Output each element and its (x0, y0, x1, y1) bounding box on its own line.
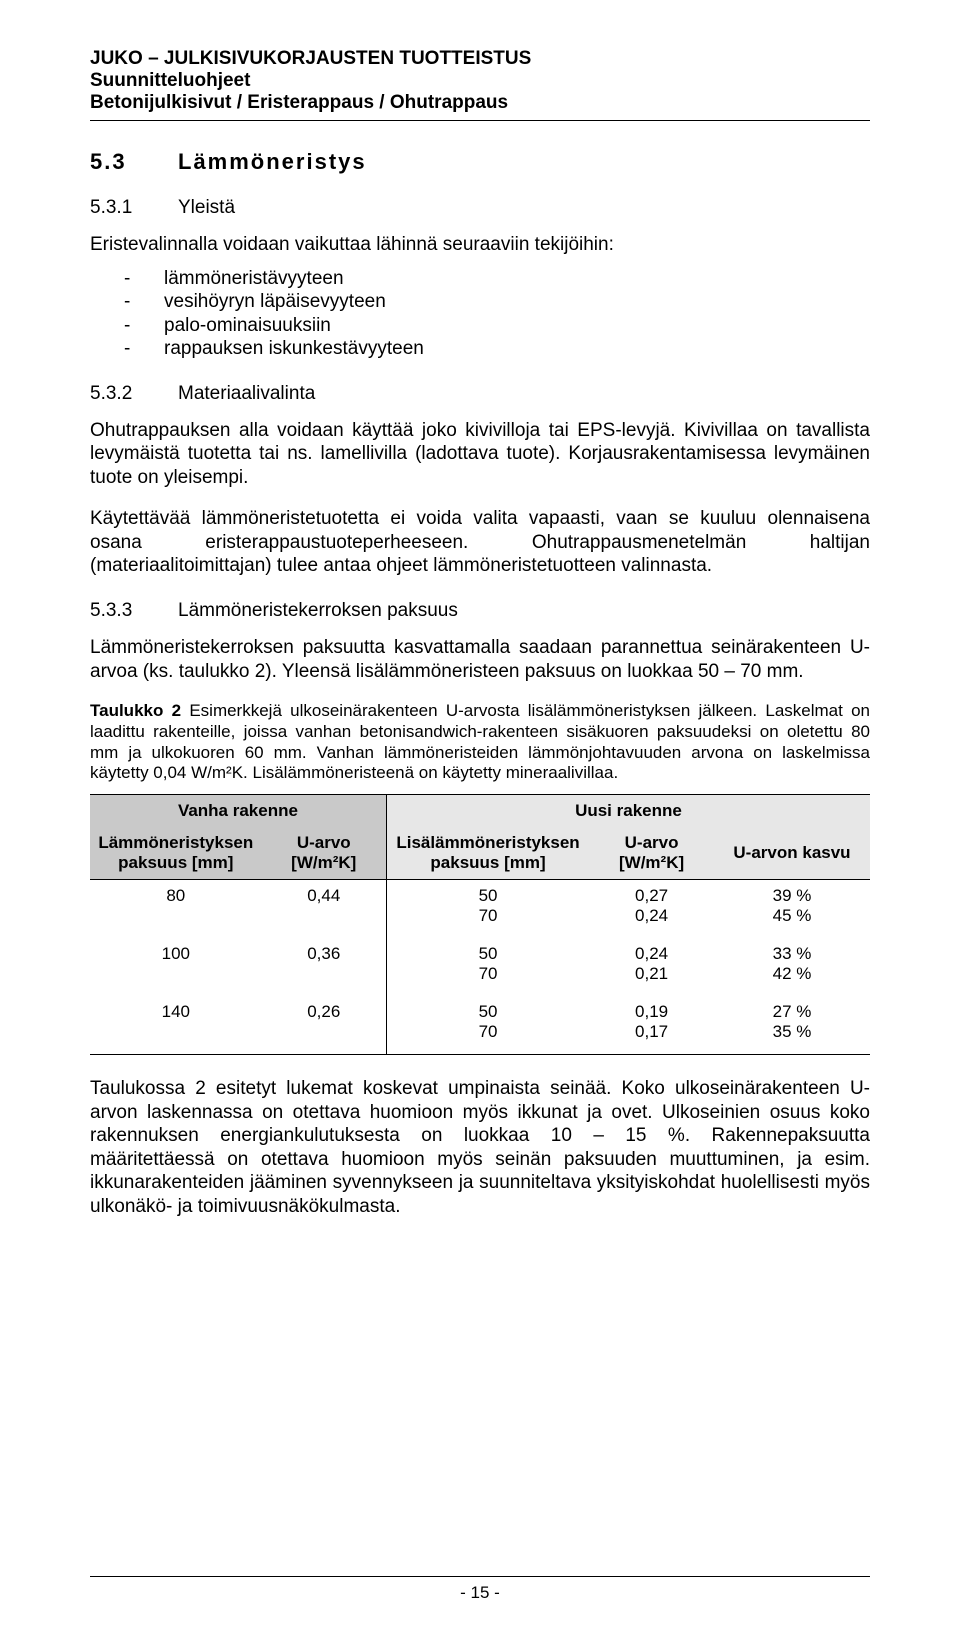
cell: 0,26 (262, 996, 387, 1022)
cell: 0,27 (589, 880, 714, 907)
document-header: JUKO – JULKISIVUKORJAUSTEN TUOTTEISTUS S… (90, 48, 870, 114)
cell: 27 % (714, 996, 870, 1022)
header-rule (90, 120, 870, 121)
subsection-3-number: 5.3.3 (90, 600, 178, 622)
footer-rule (90, 1576, 870, 1577)
table-column-header-row: Lämmöneristyksen paksuus [mm] U-arvo [W/… (90, 827, 870, 880)
list-item: vesihöyryn läpäisevyyteen (144, 290, 870, 314)
cell: 33 % (714, 938, 870, 964)
table-caption-lead: Taulukko 2 (90, 701, 181, 720)
header-line-1: JUKO – JULKISIVUKORJAUSTEN TUOTTEISTUS (90, 48, 870, 70)
list-item: lämmöneristävyyteen (144, 267, 870, 291)
cell: 0,36 (262, 938, 387, 964)
table-row: 70 0,24 45 % (90, 906, 870, 938)
cell: 0,24 (589, 938, 714, 964)
subsection-2-title: Materiaalivalinta (178, 383, 315, 405)
sub3-paragraph-1: Lämmöneristekerroksen paksuutta kasvatta… (90, 636, 870, 683)
cell: 0,44 (262, 880, 387, 907)
list-item: palo-ominaisuuksiin (144, 314, 870, 338)
section-title: Lämmöneristys (178, 149, 367, 175)
group-header-old: Vanha rakenne (90, 795, 386, 828)
cell: 0,24 (589, 906, 714, 938)
subsection-2-heading: 5.3.2 Materiaalivalinta (90, 383, 870, 405)
cell: 39 % (714, 880, 870, 907)
section-heading: 5.3 Lämmöneristys (90, 149, 870, 175)
sub2-paragraph-1: Ohutrappauksen alla voidaan käyttää joko… (90, 419, 870, 490)
cell: 70 (386, 1022, 589, 1055)
col-header-5: U-arvon kasvu (714, 827, 870, 880)
subsection-1-title: Yleistä (178, 197, 235, 219)
list-item: rappauksen iskunkestävyyteen (144, 337, 870, 361)
page: JUKO – JULKISIVUKORJAUSTEN TUOTTEISTUS S… (0, 0, 960, 1641)
cell (262, 964, 387, 996)
cell (90, 1022, 262, 1055)
cell: 70 (386, 906, 589, 938)
table-caption: Taulukko 2 Esimerkkejä ulkoseinärakentee… (90, 701, 870, 784)
header-line-3: Betonijulkisivut / Eristerappaus / Ohutr… (90, 92, 870, 114)
cell (262, 906, 387, 938)
cell (262, 1022, 387, 1055)
group-header-new: Uusi rakenne (386, 795, 870, 828)
u-value-table: Vanha rakenne Uusi rakenne Lämmöneristyk… (90, 794, 870, 1055)
cell: 140 (90, 996, 262, 1022)
cell: 80 (90, 880, 262, 907)
sub2-paragraph-2: Käytettävää lämmöneristetuotetta ei void… (90, 507, 870, 578)
table-group-header-row: Vanha rakenne Uusi rakenne (90, 795, 870, 828)
cell: 42 % (714, 964, 870, 996)
cell (90, 906, 262, 938)
table-row: 140 0,26 50 0,19 27 % (90, 996, 870, 1022)
table-row: 70 0,21 42 % (90, 964, 870, 996)
subsection-2-number: 5.3.2 (90, 383, 178, 405)
cell: 100 (90, 938, 262, 964)
cell: 0,21 (589, 964, 714, 996)
cell: 35 % (714, 1022, 870, 1055)
col-header-2: U-arvo [W/m²K] (262, 827, 387, 880)
cell: 50 (386, 880, 589, 907)
col-header-4: U-arvo [W/m²K] (589, 827, 714, 880)
table-caption-rest: Esimerkkejä ulkoseinärakenteen U-arvosta… (90, 701, 870, 782)
cell: 50 (386, 996, 589, 1022)
table-row: 80 0,44 50 0,27 39 % (90, 880, 870, 907)
section-number: 5.3 (90, 149, 178, 175)
cell: 70 (386, 964, 589, 996)
sub3-paragraph-after-table: Taulukossa 2 esitetyt lukemat koskevat u… (90, 1077, 870, 1218)
page-number: - 15 - (460, 1583, 500, 1602)
cell: 45 % (714, 906, 870, 938)
table-row: 100 0,36 50 0,24 33 % (90, 938, 870, 964)
cell: 0,19 (589, 996, 714, 1022)
subsection-3-title: Lämmöneristekerroksen paksuus (178, 600, 458, 622)
sub1-bullet-list: lämmöneristävyyteen vesihöyryn läpäisevy… (90, 267, 870, 361)
subsection-3-heading: 5.3.3 Lämmöneristekerroksen paksuus (90, 600, 870, 622)
col-header-1: Lämmöneristyksen paksuus [mm] (90, 827, 262, 880)
page-footer: - 15 - (0, 1576, 960, 1603)
subsection-1-number: 5.3.1 (90, 197, 178, 219)
subsection-1-heading: 5.3.1 Yleistä (90, 197, 870, 219)
cell: 0,17 (589, 1022, 714, 1055)
header-line-2: Suunnitteluohjeet (90, 70, 870, 92)
sub1-intro: Eristevalinnalla voidaan vaikuttaa lähin… (90, 233, 870, 257)
cell: 50 (386, 938, 589, 964)
cell (90, 964, 262, 996)
col-header-3: Lisälämmöneristyksen paksuus [mm] (386, 827, 589, 880)
table-row: 70 0,17 35 % (90, 1022, 870, 1055)
